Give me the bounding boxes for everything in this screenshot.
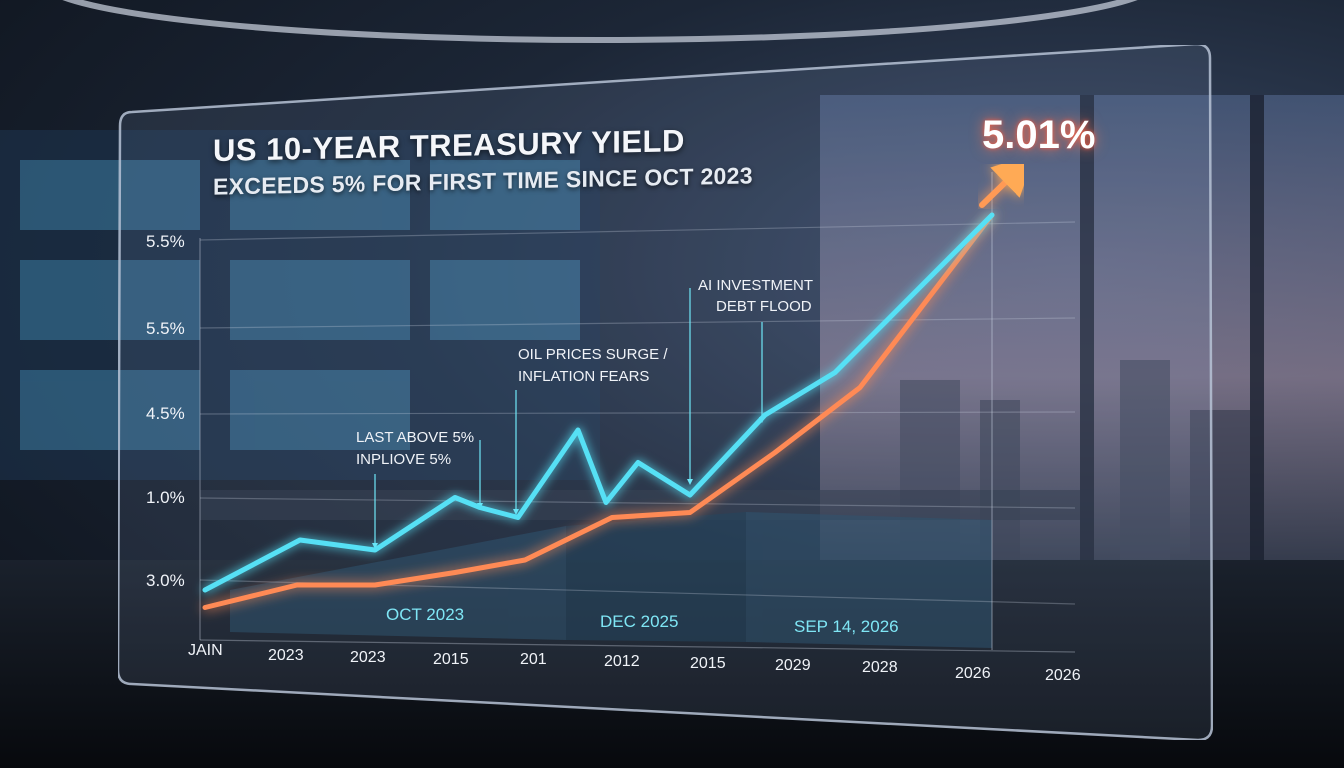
x-tick-label: 2023 (268, 647, 304, 664)
grid-line (199, 497, 1076, 509)
annotation-ai-line1: AI INVESTMENT (698, 277, 813, 294)
annotation-oil-line2: INFLATION FEARS (518, 368, 649, 385)
annotation-ai-line2: DEBT FLOOD (716, 298, 812, 315)
period-region-2 (566, 512, 746, 642)
x-axis (199, 639, 1076, 653)
x-tick-label: JAIN (188, 642, 223, 659)
period-labels: OCT 2023 DEC 2025 SEP 14, 2026 (386, 605, 899, 636)
x-tick-label: 2012 (604, 653, 640, 670)
period-region-3 (746, 512, 992, 648)
annotation-pointers (372, 288, 765, 549)
x-tick-label: 2023 (350, 649, 386, 666)
grid-line (199, 411, 1076, 415)
y-tick-label: 5.5% (146, 232, 185, 251)
period-label-dec-2025: DEC 2025 (600, 612, 678, 631)
y-tick-label: 4.5% (146, 404, 185, 423)
annotation-last-above-line2: INPLIOVE 5% (356, 451, 451, 468)
x-tick-label: 2026 (955, 665, 991, 682)
series-line-cyan (202, 212, 995, 593)
grid-line (199, 221, 1076, 241)
y-tick-label: 1.0% (146, 488, 185, 507)
callout-arrow (979, 153, 1036, 208)
x-tick-label: 2029 (775, 657, 811, 674)
annotations: LAST ABOVE 5% INPLIOVE 5% OIL PRICES SUR… (356, 277, 813, 468)
annotation-last-above-line1: LAST ABOVE 5% (356, 429, 474, 446)
period-label-oct-2023: OCT 2023 (386, 605, 464, 624)
x-tick-label: 2028 (862, 659, 898, 676)
y-tick-labels: 5.5% 5.5% 4.5% 1.0% 3.0% (146, 232, 185, 590)
x-tick-labels: JAIN 2023 2023 2015 201 2012 2015 2029 2… (188, 642, 1081, 684)
x-tick-label: 201 (520, 651, 547, 668)
grid (199, 221, 1076, 605)
chart-panel: 5.5% 5.5% 4.5% 1.0% 3.0% JAIN 2023 2023 … (118, 45, 1213, 740)
x-tick-label: 2015 (690, 655, 726, 672)
x-tick-label: 2015 (433, 651, 469, 668)
annotation-oil-line1: OIL PRICES SURGE / (518, 346, 668, 363)
grid-line (199, 317, 1076, 329)
y-tick-label: 3.0% (146, 571, 185, 590)
series-line-orange (202, 212, 995, 610)
x-tick-label: 2026 (1045, 667, 1081, 684)
latest-yield-callout: 5.01% (982, 113, 1096, 157)
y-tick-label: 5.5% (146, 319, 185, 338)
period-label-sep-2026: SEP 14, 2026 (794, 617, 899, 636)
